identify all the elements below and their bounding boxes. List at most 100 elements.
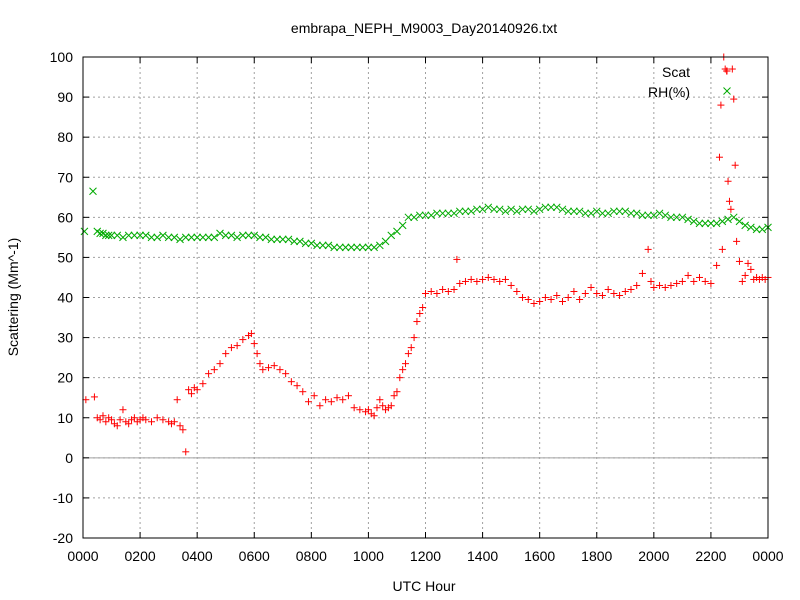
scat-point [222,350,230,358]
rh-point [313,241,321,250]
scat-point [247,330,255,338]
rh-point [581,209,590,218]
rh-point [130,231,139,240]
rh-point [490,205,498,214]
x-tick-label: 0000 [67,548,98,564]
rh-point [181,233,190,242]
rh-point [495,205,504,214]
scat-point [453,255,461,263]
scat-point [256,360,264,368]
scat-point [410,334,418,342]
rh-point [80,227,89,236]
rh-point [147,233,156,242]
rh-point [524,205,533,214]
scat-point [116,416,124,424]
rh-point [336,243,344,252]
scat-point [570,287,578,295]
scat-point [413,318,421,326]
x-tick-label: 1000 [353,548,384,564]
rh-point [141,231,150,240]
legend-label-scat: Scat [662,64,690,80]
rh-point [587,209,595,218]
rh-point [256,233,264,242]
scat-point [727,205,735,213]
rh-point [89,187,97,196]
scat-point [99,412,107,420]
rh-point [615,207,624,216]
scat-point [179,426,187,434]
rh-point [684,215,692,224]
scat-point [616,291,624,299]
y-tick-label: 60 [57,209,73,225]
rh-point [678,213,687,222]
scat-point [96,416,104,424]
rh-point [649,211,658,220]
scat-point [598,291,606,299]
scat-point [130,414,138,422]
rh-point [610,207,618,216]
rh-point [689,217,698,226]
scat-point [541,294,549,301]
ticks: -20 -10 0 10 20 30 40 50 60 70 80 90 100 0000 0200 0400… [50,49,784,564]
scat-point [559,298,566,306]
scat-point [399,366,407,374]
scat-point [621,287,629,295]
scat-point [387,402,395,410]
scat-point [102,418,110,426]
scat-point [187,390,195,398]
x-tick-label: 0200 [125,548,156,564]
rh-point [455,207,464,216]
rh-point [284,235,293,244]
scat-point [661,283,669,291]
x-tick-label: 1200 [410,548,441,564]
rh-point [484,203,493,212]
rh-point [461,207,470,216]
scat-point [233,342,241,350]
rh-point [729,213,738,222]
scat-point [90,393,98,401]
scat-point [350,404,358,412]
legend-label-rh: RH(%) [648,84,690,100]
rh-point [307,239,316,248]
rh-point [735,217,744,226]
rh-point [747,223,755,232]
scat-point [364,406,372,414]
scat-point [125,420,133,428]
rh-point [216,229,224,238]
rh-point [530,207,538,216]
scat-point [419,304,427,312]
scat-point [310,392,318,400]
rh-point [604,209,613,218]
rh-point [644,211,652,220]
scat-point [259,366,267,374]
scat-point [593,289,601,297]
scat-point [119,406,127,414]
rh-point [558,205,567,214]
x-tick-label: 2000 [638,548,669,564]
scat-point [718,245,726,253]
series-layer [80,53,772,456]
scat-point [250,340,258,348]
rh-point [124,231,133,240]
scat-point [333,394,341,402]
scat-point [724,177,732,185]
rh-point [501,207,510,216]
y-tick-label: 30 [57,330,73,346]
scat-point [444,287,452,295]
legend-marker-scat [723,67,731,75]
rh-point [250,231,259,240]
scat-point [741,271,749,279]
scat-point [690,277,698,285]
rh-point [632,209,641,218]
rh-point [404,213,413,222]
rh-point [290,237,299,246]
scat-point [416,310,424,318]
rh-point [164,233,173,242]
rh-point [512,207,521,216]
rh-point [318,241,327,250]
scat-point [713,261,721,269]
rh-point [621,207,630,216]
scat-point [673,279,681,287]
